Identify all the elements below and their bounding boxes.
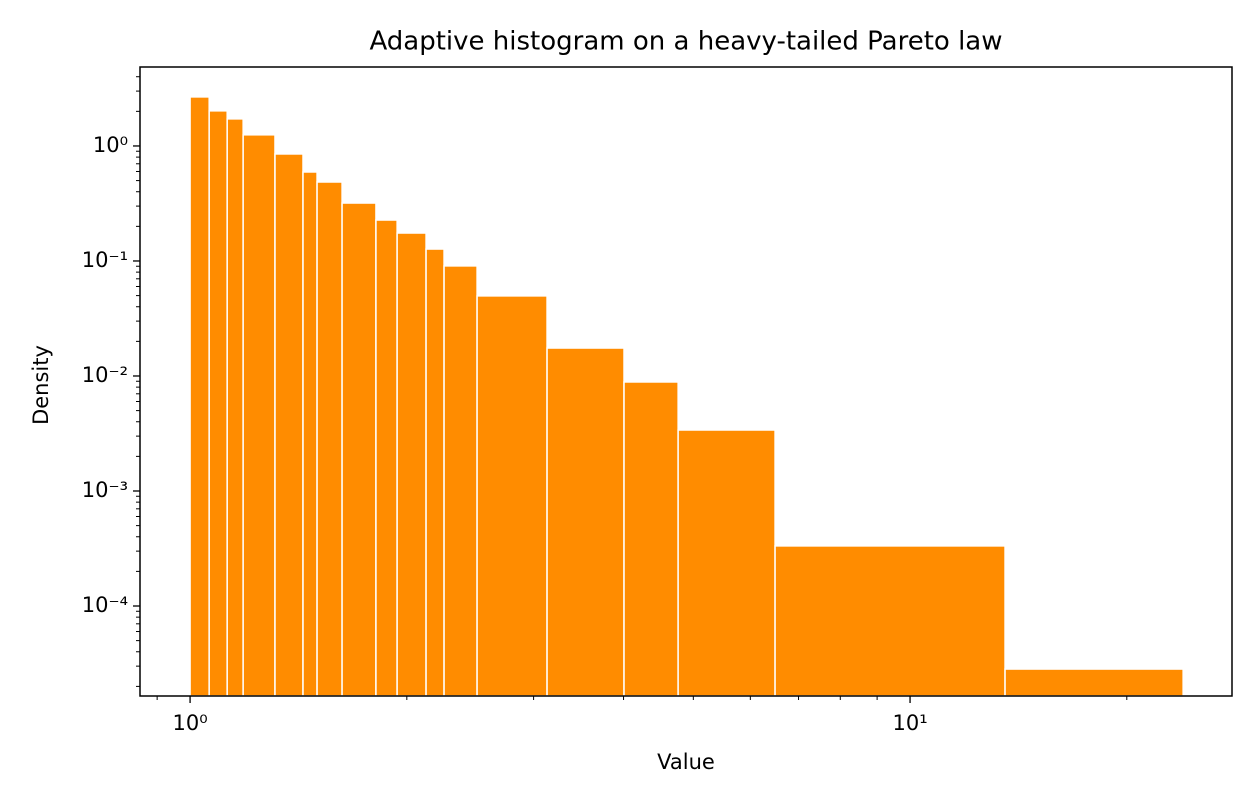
y-axis-label: Density	[29, 345, 53, 425]
bar	[316, 181, 343, 697]
x-axis-label: Value	[657, 750, 715, 774]
y-tick-label: 10⁻³	[82, 478, 128, 502]
bar	[396, 232, 427, 697]
chart-title: Adaptive histogram on a heavy-tailed Par…	[369, 27, 1002, 57]
y-tick-label: 10⁰	[93, 133, 128, 157]
bar	[546, 347, 625, 697]
bar	[774, 545, 1006, 697]
bar	[208, 110, 228, 697]
bar	[274, 153, 304, 697]
bar	[623, 381, 679, 697]
bar	[375, 219, 398, 697]
x-tick-label: 10⁰	[173, 711, 208, 735]
bar	[226, 118, 244, 697]
bar	[425, 248, 445, 697]
bar	[476, 295, 548, 697]
bar	[302, 171, 318, 697]
x-tick-label: 10¹	[892, 711, 927, 735]
bar	[341, 202, 377, 697]
bar	[1004, 668, 1184, 697]
bar	[242, 134, 276, 697]
bar	[677, 429, 776, 697]
y-tick-label: 10⁻⁴	[82, 593, 128, 617]
y-tick-label: 10⁻²	[82, 363, 128, 387]
bar	[443, 265, 478, 697]
y-tick-label: 10⁻¹	[82, 248, 128, 272]
bar	[189, 96, 210, 697]
